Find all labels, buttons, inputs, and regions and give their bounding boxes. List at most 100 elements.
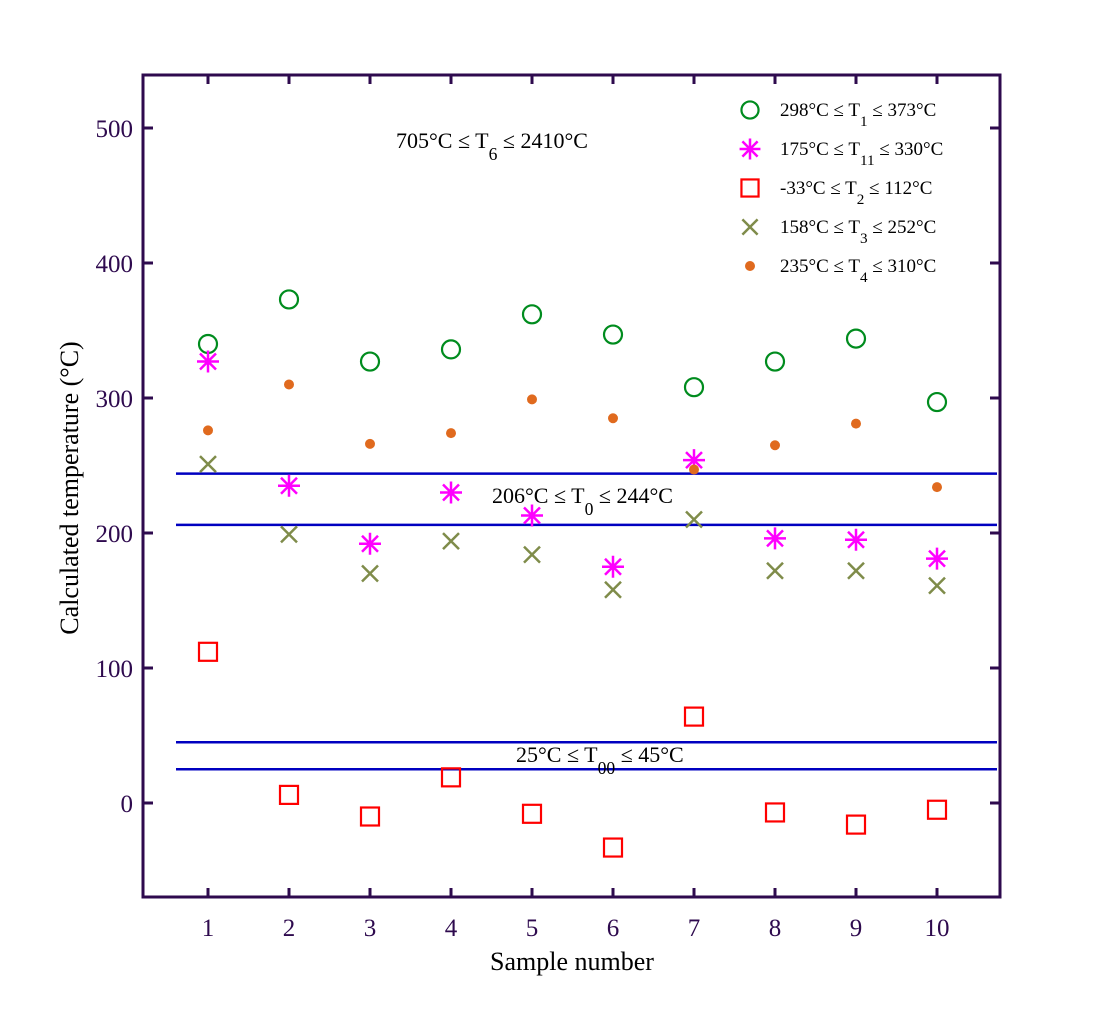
annotation-t00-main: 25°C ≤ T — [516, 742, 598, 767]
data-point-t3 — [442, 532, 460, 550]
annotation-t0-main: 206°C ≤ T — [492, 483, 585, 508]
legend-label-main: -33°C ≤ T — [780, 178, 857, 199]
annotation-t6-tail: ≤ 2410°C — [497, 128, 588, 153]
x-tick-label: 1 — [202, 915, 215, 942]
data-point-t2 — [278, 784, 300, 806]
annotation-t00-tail: ≤ 45°C — [615, 742, 684, 767]
data-point-t11 — [521, 504, 543, 527]
data-point-t4 — [851, 418, 861, 429]
legend-marker-t3 — [741, 218, 759, 236]
x-tick-label: 2 — [283, 915, 296, 942]
y-axis-title: Calculated temperature (°C) — [55, 341, 84, 634]
legend-label-main: 298°C ≤ T — [780, 100, 860, 121]
data-point-t3 — [523, 545, 541, 564]
data-point-t3 — [280, 525, 298, 544]
data-point-t2 — [683, 706, 705, 727]
legend-label-main: 158°C ≤ T — [780, 217, 860, 238]
x-axis-title: Sample number — [490, 947, 654, 976]
data-point-t4 — [689, 464, 699, 475]
data-point-t2 — [926, 799, 948, 820]
data-point-t3 — [199, 455, 217, 474]
data-point-t11 — [440, 481, 462, 504]
x-tick-label: 10 — [925, 915, 950, 942]
data-point-t2 — [845, 814, 867, 835]
data-point-t4 — [608, 413, 618, 424]
y-tick-label: 400 — [96, 251, 134, 278]
annotation-t6-main: 705°C ≤ T — [396, 128, 489, 153]
data-point-t2 — [359, 806, 381, 827]
series-t1 — [197, 289, 948, 413]
data-point-t1 — [602, 324, 624, 345]
data-point-t1 — [521, 304, 543, 325]
y-tick-label: 0 — [121, 791, 134, 818]
x-tick-label: 9 — [850, 915, 863, 942]
plot-frame — [141, 73, 1002, 899]
legend-marker-t4 — [745, 261, 755, 271]
data-point-t2 — [602, 837, 624, 858]
legend: 298°C ≤ T1 ≤ 373°C 175°C ≤ T11 ≤ 330°C -33… — [739, 100, 943, 286]
data-point-t11 — [764, 527, 786, 550]
data-point-t4 — [203, 425, 213, 436]
data-point-t2 — [521, 803, 543, 824]
y-tick-label: 100 — [96, 656, 134, 683]
x-tick-label: 7 — [688, 915, 701, 942]
annotation-t0-sub: 0 — [585, 499, 594, 519]
data-point-t2 — [197, 641, 219, 662]
data-point-t2 — [764, 802, 786, 823]
x-tick-label: 5 — [526, 915, 539, 942]
data-point-t2 — [440, 767, 462, 788]
data-point-t1 — [197, 333, 219, 355]
y-tick-label: 300 — [96, 386, 134, 413]
data-point-t1 — [683, 377, 705, 398]
data-point-t11 — [359, 532, 381, 555]
legend-label-main: 175°C ≤ T — [780, 139, 860, 160]
data-point-t3 — [604, 580, 622, 599]
series-t3 — [199, 455, 946, 599]
legend-label-t4: 235°C ≤ T4 ≤ 310°C — [780, 256, 936, 286]
data-point-t11 — [845, 528, 867, 551]
legend-label-t11: 175°C ≤ T11 ≤ 330°C — [780, 139, 943, 169]
annotation-t6: 705°C ≤ T6 ≤ 2410°C — [396, 128, 588, 164]
data-point-t3 — [685, 510, 703, 529]
legend-marker-t2 — [740, 178, 760, 198]
data-point-t4 — [284, 379, 294, 390]
data-point-t3 — [361, 564, 379, 583]
annotation-t00-sub: 00 — [598, 758, 616, 778]
data-point-t4 — [446, 428, 456, 439]
legend-marker-t11 — [739, 138, 761, 160]
annotation-t0-tail: ≤ 244°C — [593, 483, 673, 508]
data-point-t1 — [278, 289, 300, 310]
data-point-t11 — [602, 555, 624, 578]
legend-label-sub: 3 — [860, 230, 868, 247]
data-point-t3 — [928, 576, 946, 595]
legend-marker-t1 — [740, 100, 760, 120]
y-tick-label: 200 — [96, 521, 134, 548]
annotation-t6-sub: 6 — [489, 144, 498, 164]
data-point-t1 — [440, 339, 462, 360]
legend-label-t1: 298°C ≤ T1 ≤ 373°C — [780, 100, 936, 130]
data-point-t3 — [847, 561, 865, 580]
data-point-t1 — [359, 351, 381, 372]
legend-label-sub: 4 — [860, 269, 868, 286]
legend-label-tail: ≤ 252°C — [868, 217, 937, 238]
legend-label-tail: ≤ 112°C — [864, 178, 932, 199]
x-tick-label: 3 — [364, 915, 377, 942]
x-tick-label: 6 — [607, 915, 620, 942]
series-t2 — [197, 641, 948, 858]
series-t4 — [203, 379, 942, 493]
x-tick-label: 8 — [769, 915, 782, 942]
data-point-t11 — [278, 474, 300, 497]
data-point-t4 — [527, 394, 537, 405]
data-point-t4 — [932, 482, 942, 493]
legend-label-tail: ≤ 330°C — [875, 139, 944, 160]
data-point-t11 — [197, 350, 219, 373]
legend-label-sub: 11 — [860, 152, 875, 169]
series-t11 — [197, 350, 948, 578]
legend-label-t3: 158°C ≤ T3 ≤ 252°C — [780, 217, 936, 247]
data-markers — [197, 289, 948, 858]
data-point-t4 — [770, 440, 780, 451]
reference-lines — [176, 472, 997, 771]
annotation-t0: 206°C ≤ T0 ≤ 244°C — [492, 483, 673, 519]
